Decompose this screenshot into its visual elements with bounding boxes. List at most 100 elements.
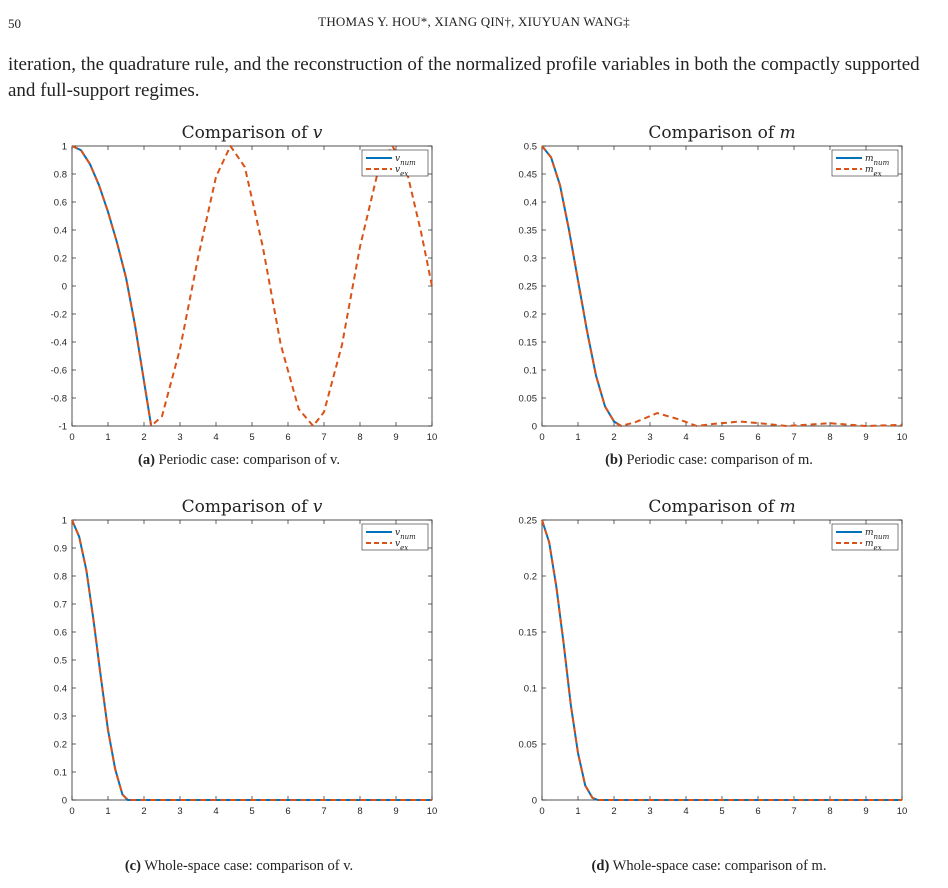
- y-tick-label: 0.7: [54, 600, 67, 611]
- x-tick-label: 9: [863, 432, 868, 443]
- y-tick-label: 0.6: [54, 628, 67, 639]
- legend-box: [831, 149, 899, 177]
- x-tick-label: 5: [249, 806, 254, 817]
- y-tick-label: 0.4: [54, 226, 67, 237]
- legend-entry: mex: [865, 165, 882, 178]
- y-tick-label: 0.2: [54, 740, 67, 751]
- legend-entry: vex: [395, 165, 408, 178]
- figure-d: Comparison of m 0 1 2 3 4 5 6 7 8 9 10 0 0.05 0.1 0.15 0…: [474, 494, 944, 824]
- page-number: 50: [8, 16, 21, 31]
- y-tick-label: 0.35: [519, 226, 538, 237]
- x-tick-label: 3: [647, 806, 652, 817]
- series-line-m-ex: [541, 519, 902, 801]
- y-tick-label: -0.4: [51, 338, 67, 349]
- caption-c: (c) Whole-space case: comparison of v.: [124, 858, 354, 874]
- x-tick-label: 3: [177, 806, 182, 817]
- x-tick-label: 0: [539, 432, 544, 443]
- chart-d: Comparison of m 0 1 2 3 4 5 6 7 8 9 10 0 0.05 0.1 0.15 0…: [519, 497, 908, 824]
- y-tick-label: 0.45: [519, 170, 538, 181]
- y-tick-label: 0.1: [524, 684, 537, 695]
- x-tick-label: 8: [827, 806, 832, 817]
- legend-entry: mex: [865, 539, 882, 552]
- series-line-m-ex: [541, 145, 903, 427]
- x-tick-label: 7: [791, 806, 796, 817]
- x-tick-label: 6: [755, 806, 760, 817]
- x-tick-label: 0: [69, 432, 74, 443]
- x-tick-label: 6: [755, 432, 760, 443]
- x-tick-label: 9: [393, 432, 398, 443]
- chart-title: Comparison of v: [182, 497, 323, 517]
- y-tick-label: 0: [62, 282, 67, 293]
- legend-entry: mnum: [865, 154, 890, 167]
- legend-entry: vnum: [395, 154, 416, 167]
- y-tick-label: 0.2: [524, 572, 537, 583]
- x-tick-label: 6: [285, 806, 290, 817]
- legend-entry: vnum: [395, 528, 416, 541]
- chart-a: Comparison of v0 1 2 3 4 5 6 7 8 9 10-1-0.8-0.6-0.…: [51, 123, 438, 450]
- series-line-m-num: [541, 519, 902, 801]
- y-tick-label: 0.4: [54, 684, 67, 695]
- chart-b: Comparison of m 0 1 2 3 4 5 6 7 8 9 10 0 0.05 0.1 0.15 0…: [519, 123, 908, 450]
- legend-entry: vex: [395, 539, 408, 552]
- plot-area: [71, 519, 433, 801]
- y-tick-label: 0.3: [524, 254, 537, 265]
- x-axis-label: x: [247, 448, 257, 450]
- x-tick-label: 10: [427, 806, 438, 817]
- x-tick-label: 1: [105, 806, 110, 817]
- x-tick-label: 5: [719, 806, 724, 817]
- x-tick-label: 1: [575, 806, 580, 817]
- x-tick-label: 10: [897, 806, 908, 817]
- series-line-v-num: [71, 145, 153, 427]
- series-line-m-num: [541, 145, 622, 427]
- x-tick-label: 0: [69, 806, 74, 817]
- figure-b: Comparison of m 0 1 2 3 4 5 6 7 8 9 10 0 0.05 0.1 0.15 0…: [474, 120, 944, 450]
- y-tick-label: -0.2: [51, 310, 67, 321]
- y-tick-label: 0.2: [524, 310, 537, 321]
- y-tick-label: -1: [59, 422, 67, 433]
- y-tick-label: 0: [532, 796, 537, 807]
- x-tick-label: 10: [427, 432, 438, 443]
- x-tick-label: 8: [827, 432, 832, 443]
- y-tick-label: 0.9: [54, 544, 67, 555]
- y-tick-label: 0: [532, 422, 537, 433]
- series-line-v-ex: [71, 145, 433, 427]
- chart-title: Comparison of m: [648, 497, 795, 517]
- x-tick-label: 4: [213, 806, 218, 817]
- x-tick-label: 10: [897, 432, 908, 443]
- y-tick-label: 0.5: [54, 656, 67, 667]
- figure-c: Comparison of v 0 1 2 3 4 5 6 7 8 9 10 0 0.1 0.2 0.3 0.4…: [4, 494, 474, 824]
- x-tick-label: 8: [357, 806, 362, 817]
- caption-a: (a) Periodic case: comparison of v.: [137, 452, 340, 468]
- y-tick-label: 0.5: [524, 142, 537, 153]
- x-tick-label: 2: [611, 432, 616, 443]
- x-tick-label: 1: [575, 432, 580, 443]
- running-head-authors: THOMAS Y. HOU*, XIANG QIN†, XIUYUAN WANG…: [318, 14, 630, 29]
- y-tick-label: 0.25: [519, 282, 538, 293]
- x-tick-label: 4: [683, 432, 688, 443]
- y-tick-label: -0.8: [51, 394, 67, 405]
- series-line-v-ex: [71, 519, 432, 801]
- x-tick-label: 6: [285, 432, 290, 443]
- figure-a: Comparison of v 0 1 2 3 4 5 6 7 8 9 10 -1 -0.8 -0.6 -0.…: [4, 120, 474, 450]
- x-tick-label: 2: [141, 806, 146, 817]
- y-tick-label: 0.15: [519, 628, 538, 639]
- x-tick-label: 1: [105, 432, 110, 443]
- chart-title: Comparison of v: [182, 123, 323, 143]
- y-tick-label: 0.25: [519, 516, 538, 527]
- x-tick-label: 2: [611, 806, 616, 817]
- x-tick-label: 4: [213, 432, 218, 443]
- chart-title: Comparison of m: [648, 123, 795, 143]
- x-tick-label: 3: [177, 432, 182, 443]
- caption-d: (d) Whole-space case: comparison of m.: [591, 858, 827, 874]
- x-axis-label: x: [717, 822, 727, 824]
- body-paragraph: iteration, the quadrature rule, and the …: [8, 54, 920, 101]
- legend-box: [361, 523, 429, 551]
- y-tick-label: 0.1: [54, 768, 67, 779]
- x-axis-label: x: [247, 822, 257, 824]
- x-tick-label: 2: [141, 432, 146, 443]
- x-tick-label: 5: [719, 432, 724, 443]
- x-tick-label: 7: [321, 806, 326, 817]
- legend-box: [831, 523, 899, 551]
- chart-c: Comparison of v 0 1 2 3 4 5 6 7 8 9 10 0 0.1 0.2 0.3 0.4…: [54, 497, 438, 824]
- y-tick-label: 0.1: [524, 366, 537, 377]
